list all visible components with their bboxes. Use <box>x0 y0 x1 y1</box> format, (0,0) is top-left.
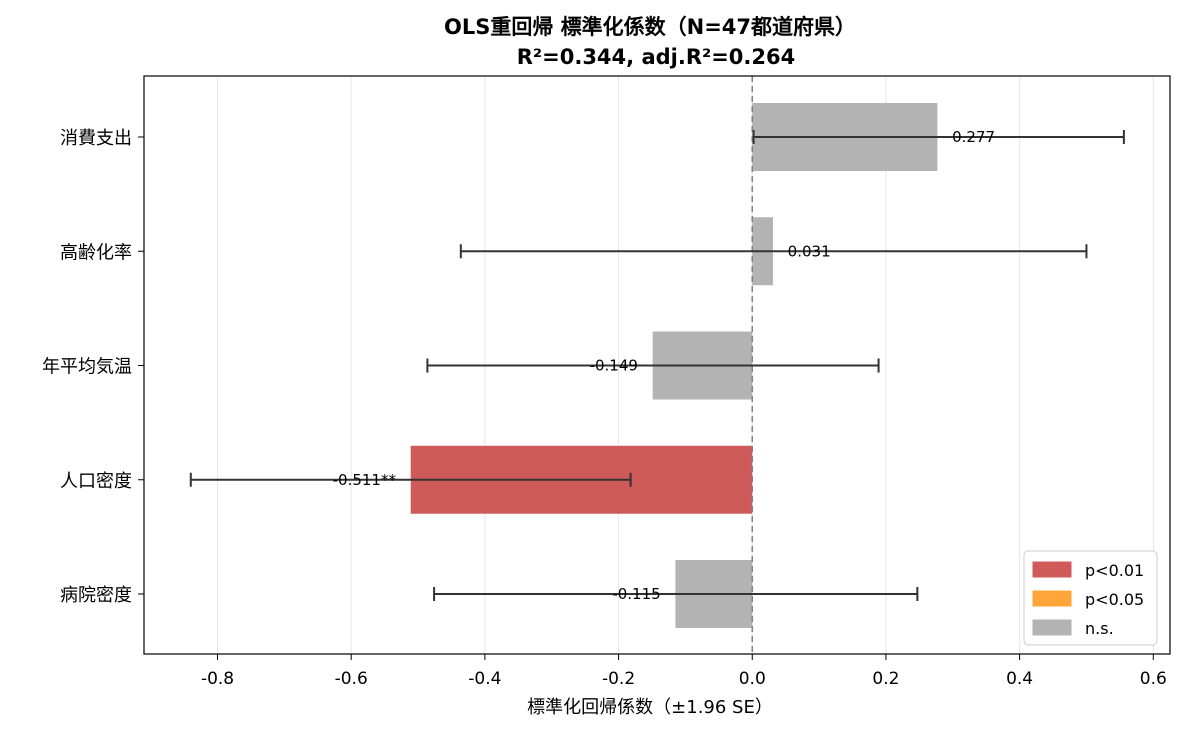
x-axis-label: 標準化回帰係数（±1.96 SE） <box>527 697 773 718</box>
value-labels: 0.277 0.031 -0.149 -0.511** -0.115 <box>333 128 995 603</box>
x-tick-label: 0.4 <box>1006 669 1033 689</box>
y-tick-label: 消費支出 <box>60 128 132 149</box>
chart-title: OLS重回帰 標準化係数（N=47都道府県） <box>444 15 856 39</box>
data-label: -0.511** <box>333 471 397 489</box>
x-tick-label: 0.2 <box>872 669 899 689</box>
x-tick-label: -0.2 <box>602 669 635 689</box>
x-axis: -0.8 -0.6 -0.4 -0.2 0.0 0.2 0.4 0.6 <box>201 654 1167 689</box>
data-label: -0.115 <box>612 585 660 603</box>
error-bars <box>189 130 1125 601</box>
data-label: 0.277 <box>952 128 995 146</box>
legend: p<0.01 p<0.05 n.s. <box>1023 550 1158 646</box>
chart-subtitle: R²=0.344, adj.R²=0.264 <box>517 45 795 69</box>
x-tick-label: -0.4 <box>468 669 501 689</box>
y-tick-label: 人口密度 <box>60 471 132 492</box>
x-tick-label: 0.6 <box>1140 669 1167 689</box>
y-tick-label: 年平均気温 <box>42 357 132 378</box>
legend-label: p<0.05 <box>1085 590 1144 609</box>
y-tick-label: 高齢化率 <box>60 242 132 263</box>
x-tick-label: -0.8 <box>201 669 234 689</box>
x-tick-label: 0.0 <box>739 669 766 689</box>
legend-swatch <box>1032 619 1072 636</box>
legend-label: n.s. <box>1085 619 1114 638</box>
x-tick-label: -0.6 <box>335 669 368 689</box>
data-label: -0.149 <box>590 357 638 375</box>
legend-swatch <box>1032 561 1072 578</box>
legend-label: p<0.01 <box>1085 561 1144 580</box>
legend-swatch <box>1032 590 1072 607</box>
y-tick-label: 病院密度 <box>60 585 132 606</box>
data-label: 0.031 <box>788 242 831 260</box>
